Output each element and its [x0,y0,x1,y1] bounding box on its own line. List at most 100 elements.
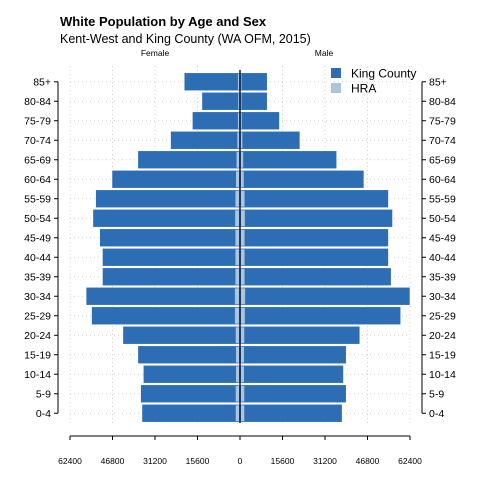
bar-hra-male-35-39 [241,268,245,285]
male-side-label: Male [315,48,334,58]
bar-hra-male-40-44 [241,249,245,266]
bar-hra-male-85+ [241,73,242,90]
age-label-left-70-74: 70-74 [24,135,51,147]
bar-king-county-male-25-29 [239,306,402,326]
bar-king-county-male-50-54 [239,208,393,228]
chart-title: White Population by Age and Sex [60,14,267,29]
bars [85,72,411,423]
x-tick-label: 62400 [58,456,82,466]
bar-hra-male-70-74 [241,132,243,149]
age-label-right-80-84: 80-84 [429,96,456,108]
age-label-left-80-84: 80-84 [24,96,51,108]
bar-king-county-male-70-74 [239,130,301,150]
bar-hra-male-60-64 [241,171,244,188]
bar-hra-male-20-24 [241,327,245,344]
bar-hra-female-60-64 [236,171,239,188]
bar-hra-male-50-54 [241,210,245,227]
bar-king-county-male-65-69 [239,150,338,170]
age-label-right-75-79: 75-79 [429,116,456,128]
age-label-right-40-44: 40-44 [429,252,456,264]
age-label-left-65-69: 65-69 [24,155,51,167]
bar-hra-female-30-34 [234,288,239,305]
bar-hra-female-45-49 [235,229,239,246]
age-label-right-5-9: 5-9 [429,389,444,401]
legend-swatch-1 [331,83,341,93]
bar-hra-female-50-54 [235,210,239,227]
female-side-label: Female [141,48,170,58]
bar-king-county-female-50-54 [92,208,241,228]
age-label-left-40-44: 40-44 [24,252,51,264]
age-label-left-35-39: 35-39 [24,272,51,284]
age-label-right-70-74: 70-74 [429,135,456,147]
bar-hra-male-65-69 [241,151,244,168]
bar-hra-female-35-39 [235,268,239,285]
bar-hra-female-0-4 [235,405,239,422]
age-label-left-45-49: 45-49 [24,233,51,245]
bar-hra-male-45-49 [241,229,245,246]
bar-king-county-male-75-79 [239,111,280,131]
bar-hra-female-10-14 [236,366,239,383]
age-label-left-0-4: 0-4 [36,408,51,420]
axes: 0-4 0-4 5-9 5-9 10-14 10-14 15-19 15-19 20-24 20-… [24,70,456,466]
age-label-right-50-54: 50-54 [429,213,456,225]
bar-hra-male-5-9 [241,385,245,402]
age-label-left-25-29: 25-29 [24,311,51,323]
age-label-left-10-14: 10-14 [24,369,51,381]
bar-hra-female-75-79 [237,112,239,129]
bar-king-county-female-70-74 [170,130,241,150]
age-label-left-5-9: 5-9 [36,389,51,401]
bar-king-county-male-20-24 [239,325,361,345]
bar-king-county-male-45-49 [239,228,389,248]
bar-king-county-male-35-39 [239,267,392,287]
bar-king-county-female-80-84 [201,91,241,111]
chart-subtitle: Kent-West and King County (WA OFM, 2015) [60,32,311,46]
age-label-left-50-54: 50-54 [24,213,51,225]
bar-hra-male-55-59 [241,190,245,207]
bar-hra-female-85+ [237,73,239,90]
age-label-left-75-79: 75-79 [24,116,51,128]
bar-king-county-female-45-49 [99,228,241,248]
bar-king-county-female-85+ [183,72,241,92]
legend-label-1: HRA [351,82,376,96]
bar-king-county-female-10-14 [142,364,241,384]
bar-king-county-male-5-9 [239,384,347,404]
age-label-right-45-49: 45-49 [429,233,456,245]
age-label-left-30-34: 30-34 [24,291,51,303]
bar-king-county-female-75-79 [192,111,241,131]
bar-king-county-female-5-9 [140,384,241,404]
bar-king-county-female-30-34 [85,286,241,306]
age-label-right-0-4: 0-4 [429,408,444,420]
legend-label-0: King County [351,67,416,81]
x-tick-label: 46800 [356,456,380,466]
x-tick-label: 31200 [143,456,167,466]
age-label-right-20-24: 20-24 [429,330,456,342]
age-label-right-85+: 85+ [429,77,447,89]
bar-king-county-male-30-34 [239,286,411,306]
age-label-left-20-24: 20-24 [24,330,51,342]
age-label-left-15-19: 15-19 [24,350,51,362]
bar-hra-female-25-29 [234,307,239,324]
bar-hra-female-5-9 [235,385,239,402]
x-tick-label: 62400 [398,456,422,466]
bar-hra-male-80-84 [241,93,242,110]
age-label-right-55-59: 55-59 [429,194,456,206]
age-label-right-10-14: 10-14 [429,369,456,381]
bar-king-county-female-60-64 [111,169,241,189]
bar-hra-male-25-29 [241,307,245,324]
bar-king-county-male-0-4 [239,403,343,423]
bar-hra-male-75-79 [241,112,242,129]
bar-king-county-male-15-19 [239,345,347,365]
age-label-left-85+: 85+ [33,77,51,89]
bar-king-county-female-40-44 [102,247,241,267]
bar-hra-female-70-74 [237,132,239,149]
bar-hra-female-20-24 [235,327,239,344]
age-label-right-15-19: 15-19 [429,350,456,362]
x-tick-label: 0 [238,456,243,466]
bar-king-county-female-20-24 [122,325,241,345]
bar-king-county-male-60-64 [239,169,365,189]
age-label-right-65-69: 65-69 [429,155,456,167]
x-tick-label: 15600 [186,456,210,466]
bar-hra-male-0-4 [241,405,245,422]
legend-swatch-0 [331,68,341,78]
bar-king-county-female-65-69 [137,150,241,170]
